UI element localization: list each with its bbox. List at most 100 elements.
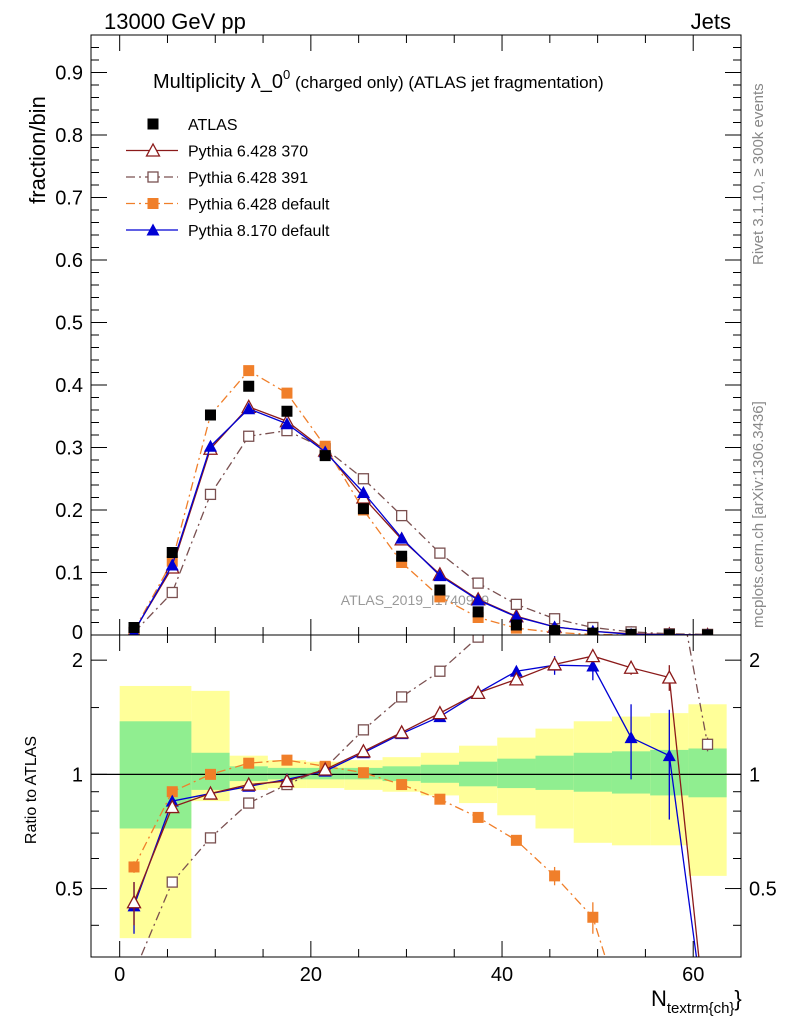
ratio-ytick-label: 2 [72,650,83,672]
ratio-pythia-6-428-370-point [394,724,410,739]
legend: ATLAS Pythia 6.428 370 Pythia 6.428 391 Pyt… [126,117,330,240]
ratio-pythia-6-428-370-point [508,671,524,686]
ratio-ytick-label: 0.5 [55,879,83,901]
ratio-pythia-6-428-391-point [626,522,636,532]
main-pythia-8-170-default-point [509,610,523,623]
ratio-band-inner [382,766,421,782]
main-pythia-6-428-default-point [243,365,255,377]
ratio-panel: 0.5 0.51 12 20 20 40 60 Ratio to ATLAS Ntextrm… [23,522,777,1017]
ratio-pythia-6-428-default-point [357,767,369,779]
main-atlas-point [702,629,714,635]
x-tick-label: 60 [682,964,704,986]
legend-pythia-6-428-default-label: Pythia 6.428 default [188,197,330,214]
ratio-ytick-label-right: 1 [749,764,760,786]
main-atlas-point [587,627,599,635]
main-pythia-6-428-391-point [434,547,446,559]
x-tick-label: 20 [300,964,322,986]
main-pythia-8-170-default-point [356,486,370,498]
x-tick-label: 0 [114,964,125,986]
ratio-pythia-6-428-391-point [664,533,674,543]
ratio-pythia-6-428-default-point [510,834,522,846]
main-pythia-6-428-391-point [472,577,484,589]
ratio-pythia-6-428-default-point [204,768,216,780]
ratio-pythia-6-428-default-point [549,870,561,882]
ratio-pythia-6-428-370-point [126,894,142,909]
ratio-pythia-6-428-default-point [243,757,255,769]
ratio-pythia-6-428-391-point [243,797,255,809]
chart-title-main: Multiplicity λ_0 [153,71,283,93]
chart-title-rest: (charged only) (ATLAS jet fragmentation) [290,73,603,92]
ratio-pythia-6-428-391-line [139,635,709,957]
main-atlas-point [472,606,484,618]
main-ytick-label: 0.1 [55,563,83,585]
main-panel: ATLAS_2019_I1740909 0.1 0.2 0.3 0.4 0.5 0.6 0.… [25,34,742,644]
ratio-pythia-6-428-370-point [661,669,677,684]
main-pythia-6-428-391-point [204,488,217,501]
main-pythia-6-428-391-point [396,509,408,522]
ratio-pythia-6-428-391-point [434,665,446,677]
ratio-pythia-6-428-370-point [355,743,372,758]
legend-atlas-label: ATLAS [188,117,238,134]
legend-pythia-6-428-391-label: Pythia 6.428 391 [188,170,308,187]
ratio-pythia-8-170-default-line [133,664,698,957]
ratio-pythia-6-428-default-point [434,793,446,805]
main-atlas-point [281,405,293,417]
main-atlas-point [510,619,522,631]
x-axis-label-main: N [651,986,667,1011]
main-atlas-point [549,625,561,635]
x-tick-label: 40 [491,964,513,986]
ratio-pythia-6-428-370-point [279,773,295,788]
ratio-band-inner [497,758,536,789]
header-energy: 13000 GeV pp [104,9,246,34]
ratio-pythia-6-428-370-point [241,776,257,791]
main-pythia-8-170-default-point [203,439,217,452]
ratio-pythia-6-428-default-line [133,759,606,957]
main-pythia-6-428-391-point [510,598,523,611]
x-axis-label-close: } [734,986,741,1011]
header-process: Jets [691,9,731,34]
main-atlas-point [434,584,446,596]
main-ytick-label: 0.4 [55,375,83,397]
ratio-pythia-6-428-370-point [547,656,563,671]
x-axis-label-sub: textrm{ch} [667,1000,735,1017]
ratio-pythia-6-428-default-point [472,811,484,823]
ratio-band-inner [229,766,268,782]
main-pythia-6-428-default-point [434,591,446,603]
ratio-pythia-6-428-391-point [396,691,408,703]
main-pythia-6-428-391-point [243,430,255,442]
main-ytick-label: 0.6 [55,250,83,272]
main-atlas-point [166,547,178,558]
main-ytick-label: 0 [72,622,83,644]
main-atlas-point [204,409,216,421]
ratio-pythia-6-428-391-point [588,541,598,551]
chart-title: Multiplicity λ_00 (charged only) (ATLAS … [153,67,604,93]
main-atlas-point [243,380,255,392]
legend-pythia-6-428-default-marker [147,198,159,209]
ratio-pythia-6-428-391-point [511,588,521,598]
main-pythia-6-428-391-point [166,586,178,599]
main-pythia-6-428-default-point [472,612,484,623]
mcplots-label: mcplots.cern.ch [arXiv:1306.3436] [750,401,767,628]
ratio-band-inner [535,755,574,790]
main-pythia-8-170-default-point [242,402,256,415]
legend-pythia-8-170-default-marker [146,223,160,236]
ratio-pythia-6-428-default-point [396,779,408,791]
ratio-pythia-6-428-391-point [550,563,560,573]
ratio-pythia-6-428-370-point [432,705,448,720]
main-ytick-label: 0.9 [55,63,83,85]
main-pythia-6-428-default-point [396,557,408,568]
main-atlas-point [663,629,675,635]
ratio-pythia-6-428-391-point [166,876,178,888]
main-atlas-point [625,628,637,635]
main-pythia-6-428-default-point [281,387,293,399]
legend-atlas-marker [147,118,159,130]
ratio-band-inner [573,752,612,792]
ratio-pythia-8-170-default-point [662,749,676,762]
main-pythia-6-428-391-point [357,473,370,485]
rivet-label: Rivet 3.1.10, ≥ 300k events [750,83,767,265]
ratio-pythia-6-428-391-point [472,635,484,643]
ratio-pythia-6-428-default-point [281,754,293,766]
ratio-pythia-6-428-default-point [166,786,178,798]
ratio-pythia-6-428-default-point [587,911,599,923]
